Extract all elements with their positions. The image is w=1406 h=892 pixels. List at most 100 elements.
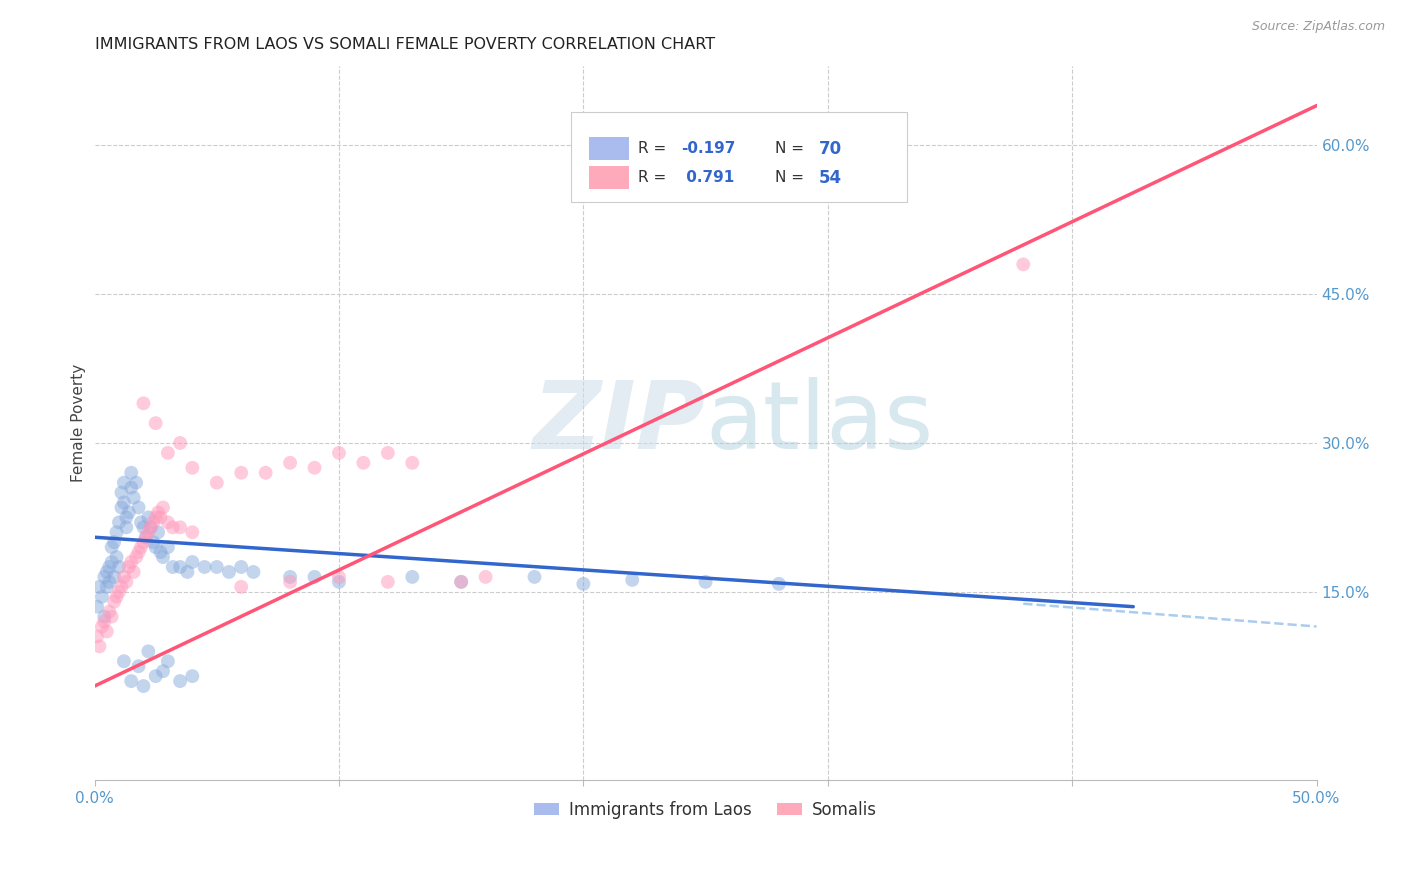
Point xyxy=(132,679,155,693)
Point xyxy=(125,475,148,490)
Point xyxy=(156,446,179,460)
Point xyxy=(138,525,160,540)
Point xyxy=(100,540,122,554)
FancyBboxPatch shape xyxy=(589,166,628,189)
Point xyxy=(768,577,790,591)
Point xyxy=(135,530,157,544)
Point xyxy=(145,416,167,430)
Point xyxy=(377,574,399,589)
Point xyxy=(181,555,204,569)
Point xyxy=(110,485,132,500)
Point xyxy=(105,525,128,540)
Point xyxy=(90,590,112,604)
Point xyxy=(138,510,160,524)
Point xyxy=(169,560,191,574)
Point xyxy=(129,540,152,554)
Point xyxy=(98,574,121,589)
Point xyxy=(231,560,253,574)
Point xyxy=(231,580,253,594)
Point xyxy=(112,570,135,584)
Point xyxy=(138,644,160,658)
Point xyxy=(205,475,228,490)
Point xyxy=(108,516,131,530)
Point xyxy=(132,396,155,410)
Point xyxy=(450,574,472,589)
Point xyxy=(100,609,122,624)
Point xyxy=(128,545,150,559)
Point xyxy=(112,654,135,668)
Point xyxy=(142,535,165,549)
Point xyxy=(93,570,115,584)
Point xyxy=(152,500,174,515)
Point xyxy=(120,466,142,480)
FancyBboxPatch shape xyxy=(589,137,628,161)
Point xyxy=(93,609,115,624)
Point xyxy=(169,520,191,534)
Point xyxy=(122,491,145,505)
Text: N =: N = xyxy=(775,141,808,156)
Point xyxy=(181,669,204,683)
Text: atlas: atlas xyxy=(706,377,934,469)
Point xyxy=(120,674,142,689)
Point xyxy=(149,510,172,524)
Point xyxy=(181,525,204,540)
Point xyxy=(1012,257,1035,271)
Point xyxy=(103,570,125,584)
Point xyxy=(96,624,118,639)
Text: N =: N = xyxy=(775,170,808,185)
Point xyxy=(122,565,145,579)
Point xyxy=(176,565,198,579)
Point xyxy=(93,615,115,629)
Point xyxy=(103,595,125,609)
Point xyxy=(278,574,301,589)
Point xyxy=(572,577,595,591)
Text: IMMIGRANTS FROM LAOS VS SOMALI FEMALE POVERTY CORRELATION CHART: IMMIGRANTS FROM LAOS VS SOMALI FEMALE PO… xyxy=(94,37,714,53)
FancyBboxPatch shape xyxy=(571,112,907,202)
Point xyxy=(135,530,157,544)
Point xyxy=(120,481,142,495)
Point xyxy=(86,599,108,614)
Text: ZIP: ZIP xyxy=(533,377,706,469)
Point xyxy=(328,570,350,584)
Point xyxy=(89,580,111,594)
Point xyxy=(205,560,228,574)
Point xyxy=(156,654,179,668)
Point xyxy=(98,605,121,619)
Point xyxy=(103,535,125,549)
Point xyxy=(304,460,326,475)
Point xyxy=(149,545,172,559)
Legend: Immigrants from Laos, Somalis: Immigrants from Laos, Somalis xyxy=(527,794,883,825)
Point xyxy=(169,436,191,450)
Point xyxy=(108,560,131,574)
Point xyxy=(193,560,215,574)
Point xyxy=(145,540,167,554)
Text: Source: ZipAtlas.com: Source: ZipAtlas.com xyxy=(1251,20,1385,33)
Point xyxy=(89,640,111,654)
Point xyxy=(100,555,122,569)
Point xyxy=(169,674,191,689)
Point xyxy=(695,574,717,589)
Point xyxy=(817,188,839,202)
Point xyxy=(254,466,277,480)
Point xyxy=(162,520,184,534)
Point xyxy=(152,550,174,565)
Text: R =: R = xyxy=(638,170,672,185)
Point xyxy=(450,574,472,589)
Point xyxy=(129,516,152,530)
Point xyxy=(621,573,644,587)
Point xyxy=(112,495,135,509)
Point xyxy=(115,510,138,524)
Y-axis label: Female Poverty: Female Poverty xyxy=(72,364,86,483)
Point xyxy=(145,669,167,683)
Point xyxy=(377,446,399,460)
Point xyxy=(110,580,132,594)
Text: R =: R = xyxy=(638,141,672,156)
Point xyxy=(139,520,162,534)
Point xyxy=(328,446,350,460)
Point xyxy=(145,510,167,524)
Point xyxy=(125,550,148,565)
Point xyxy=(115,574,138,589)
Point xyxy=(128,659,150,673)
Point xyxy=(401,570,423,584)
Point xyxy=(156,516,179,530)
